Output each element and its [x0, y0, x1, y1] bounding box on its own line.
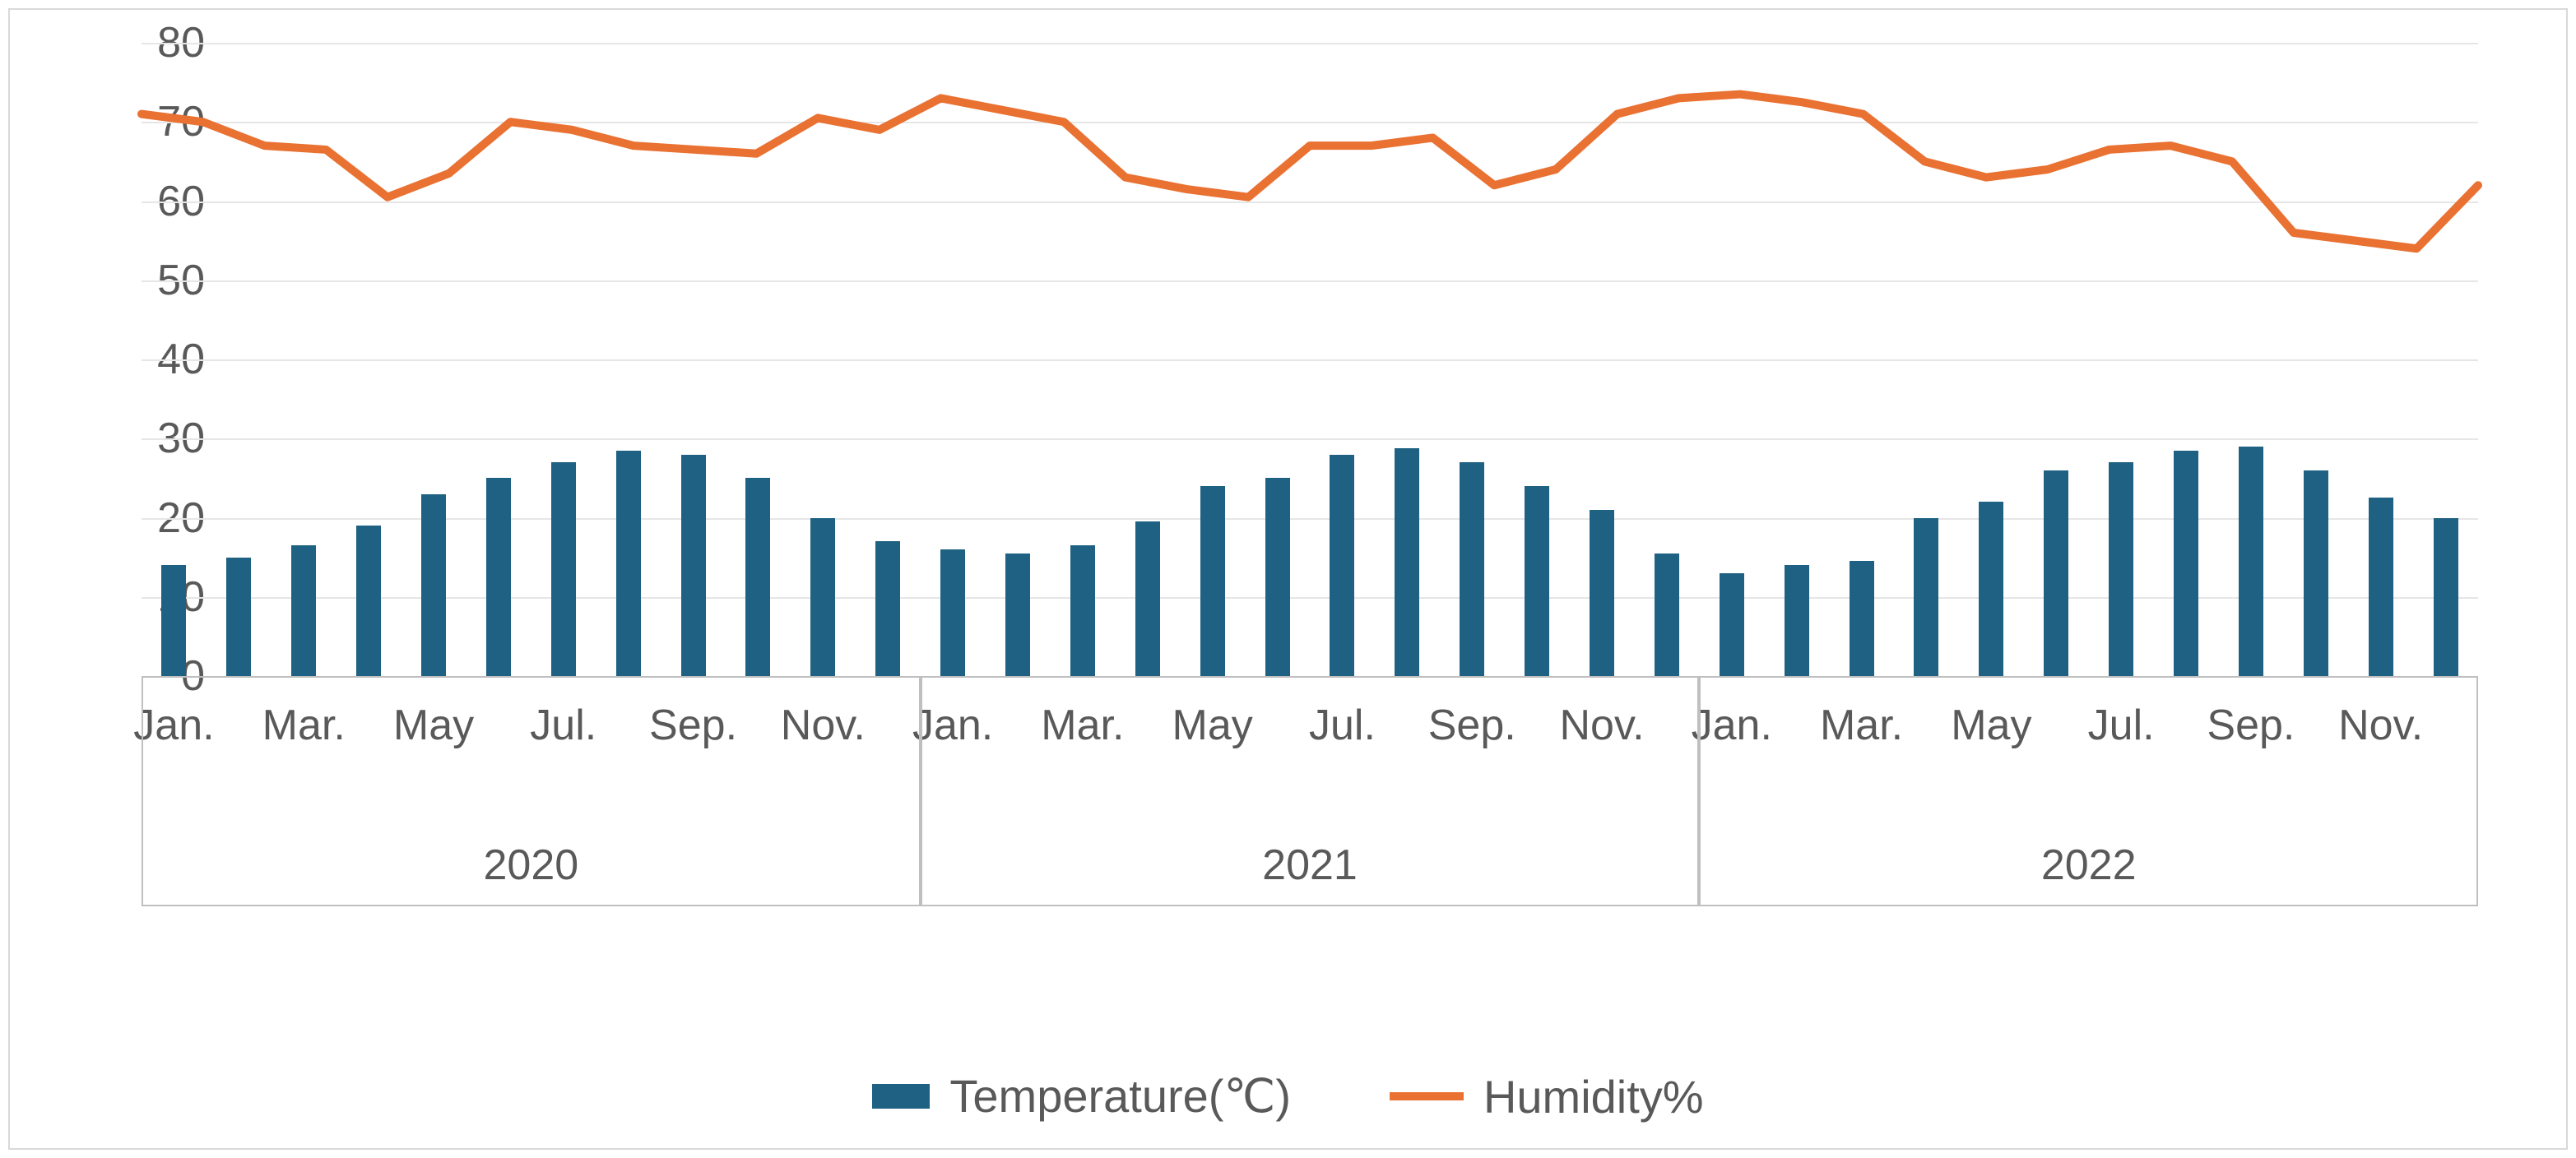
legend-swatch-line	[1390, 1092, 1464, 1100]
line-layer	[142, 43, 2478, 676]
plot-area	[142, 43, 2478, 676]
year-label: 2022	[2041, 841, 2137, 890]
year-label: 2020	[483, 841, 578, 890]
legend-swatch-bar	[872, 1084, 930, 1109]
chart-frame: 01020304050607080 Jan.Mar.MayJul.Sep.Nov…	[8, 8, 2568, 1150]
humidity-line	[142, 95, 2478, 249]
legend-item-humidity: Humidity%	[1390, 1070, 1704, 1123]
legend-label-humidity: Humidity%	[1483, 1070, 1704, 1123]
legend: Temperature(℃) Humidity%	[10, 1069, 2566, 1123]
legend-item-temperature: Temperature(℃)	[872, 1069, 1291, 1123]
legend-label-temperature: Temperature(℃)	[949, 1069, 1291, 1123]
year-label: 2021	[1262, 841, 1358, 890]
